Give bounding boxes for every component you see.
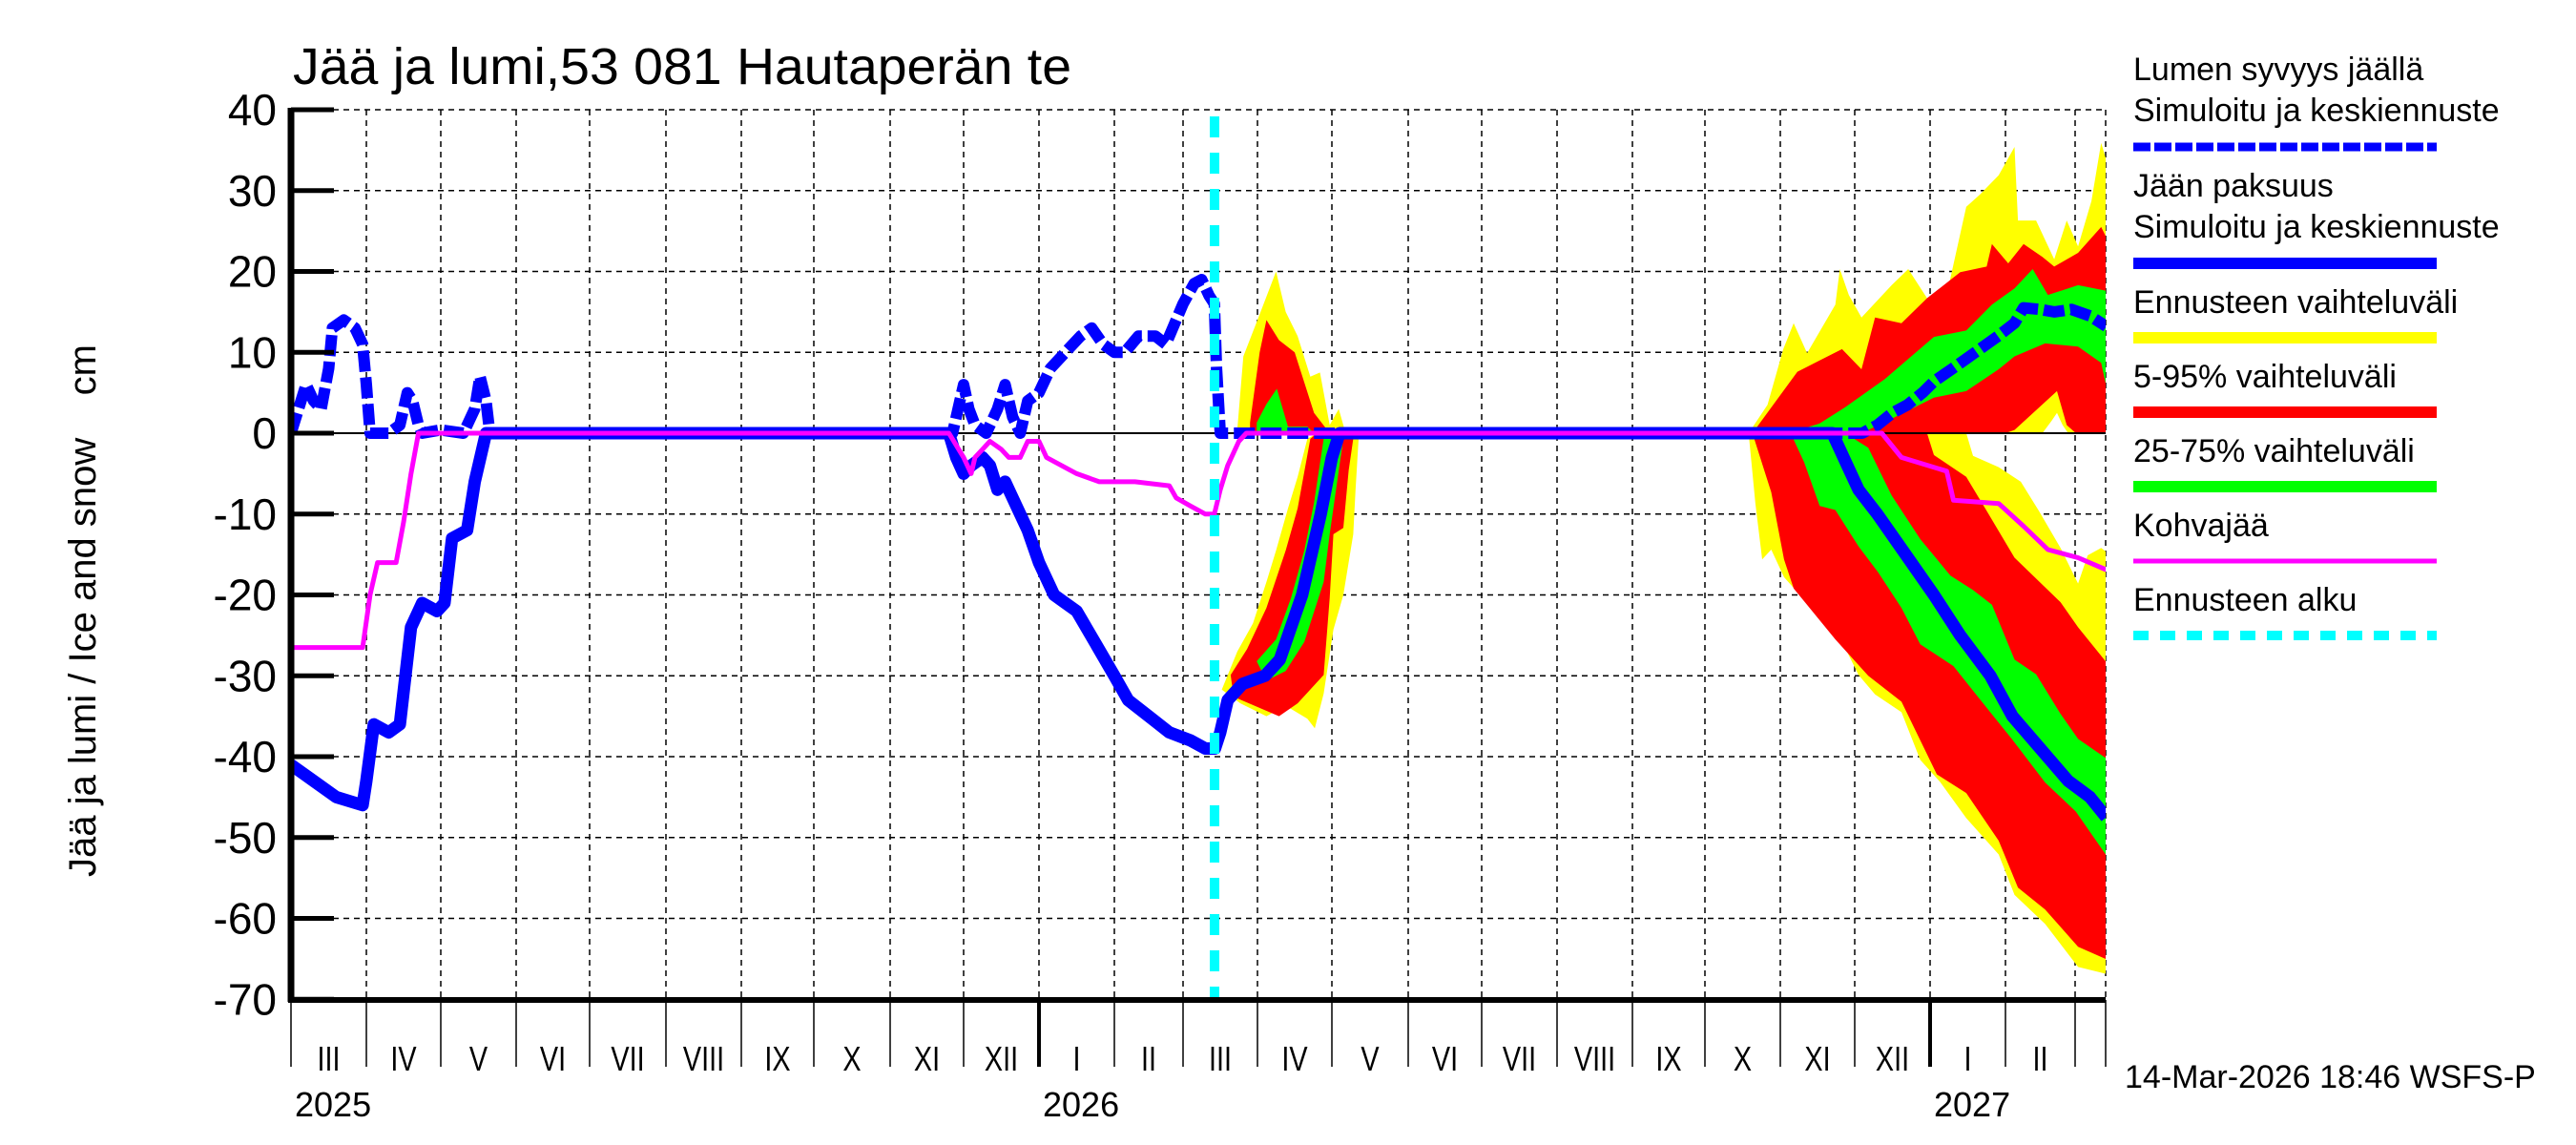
legend-item: 25-75% vaihteluväli [2133,433,2437,492]
legend-item: Ennusteen alku [2133,582,2437,640]
legend-item: Lumen syvyys jäällä Simuloitu ja keskienn… [2133,52,2500,152]
forecast-band [1257,388,1315,433]
slush-ice-line [291,430,2106,651]
legend-label: Ennusteen vaihteluväli [2133,284,2458,321]
legend-item: Ennusteen vaihteluväli [2133,284,2458,344]
month-label: XII [985,1039,1018,1078]
month-label: II [2033,1039,2048,1078]
month-label: VII [611,1039,644,1078]
month-label: VII [1503,1039,1536,1078]
forecast-band [1752,226,2106,433]
legend-item: 5-95% vaihteluväli [2133,359,2437,418]
month-label: V [469,1039,488,1078]
month-label: III [1209,1039,1232,1078]
y-tick-label: -70 [214,974,277,1024]
legend-sublabel: Simuloitu ja keskiennuste [2133,93,2500,129]
legend-label: Kohvajää [2133,508,2269,544]
snow-depth-line [291,274,2106,439]
month-label: XI [1804,1039,1830,1078]
legend-sublabel: Simuloitu ja keskiennuste [2133,209,2500,245]
y-axis-label: Jää ja lumi / Ice and snow cm [62,344,104,877]
month-label: I [1072,1039,1080,1078]
month-label: I [1963,1039,1971,1078]
y-tick-label: -30 [214,651,277,700]
y-tick-label: -10 [214,489,277,539]
legend-item: Jään paksuus Simuloitu ja keskiennuste [2133,168,2500,269]
month-label: III [318,1039,341,1078]
legend: Lumen syvyys jäällä Simuloitu ja keskienn… [2133,52,2500,640]
legend-item: Kohvajää [2133,508,2437,564]
y-tick-labels: 40 30 20 10 0 -10 -20 -30 -40 -50 -60 -70 [214,85,277,1024]
month-label: VI [540,1039,566,1078]
legend-label: Lumen syvyys jäällä [2133,52,2423,88]
month-label: XII [1876,1039,1909,1078]
ice-thickness-line [291,427,2106,822]
forecast-bands [1221,142,2106,974]
forecast-band [1790,433,2106,855]
y-tick-label: -40 [214,732,277,781]
month-label: IX [1655,1039,1681,1078]
month-label: VIII [1574,1039,1615,1078]
year-label: 2025 [295,1085,371,1124]
y-tick-label: -60 [214,894,277,944]
month-label: IX [764,1039,790,1078]
year-label: 2027 [1934,1085,2010,1124]
month-label: VIII [683,1039,724,1078]
month-label: II [1141,1039,1156,1078]
y-tick-label: 20 [228,247,277,297]
axes [287,107,2107,1067]
x-month-labels: III IV V VI VII VIII IX X XI XII I II III IV V VI VII VII… [295,1039,2047,1124]
data-series [291,274,2106,822]
year-label: 2026 [1043,1085,1119,1124]
month-label: IV [390,1039,416,1078]
legend-label: 25-75% vaihteluväli [2133,433,2415,469]
y-tick-label: 30 [228,166,277,216]
y-tick-label: -20 [214,571,277,620]
chart-title: Jää ja lumi,53 081 Hautaperän te [293,38,1071,95]
month-label: VI [1432,1039,1458,1078]
forecast-band [1752,433,2106,960]
legend-label: Jään paksuus [2133,168,2334,204]
month-label: V [1361,1039,1379,1078]
y-tick-label: -50 [214,813,277,863]
month-label: X [842,1039,861,1078]
timestamp: 14-Mar-2026 18:46 WSFS-P [2125,1059,2536,1095]
month-label: XI [914,1039,940,1078]
y-tick-label: 0 [252,408,277,458]
y-tick-label: 40 [228,85,277,135]
legend-label: Ennusteen alku [2133,582,2357,618]
month-label: IV [1281,1039,1307,1078]
legend-label: 5-95% vaihteluväli [2133,359,2397,395]
month-label: X [1734,1039,1752,1078]
y-tick-label: 10 [228,327,277,377]
